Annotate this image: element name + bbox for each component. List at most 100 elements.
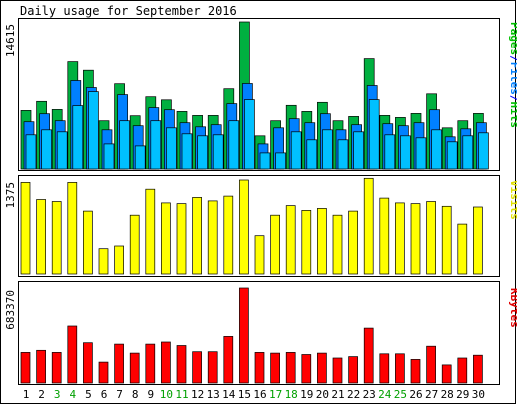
bar-visits-visits-28 [441,205,452,275]
bar-kbytes-kbytes-11 [176,345,187,384]
day-label-28: 28 [441,388,454,401]
bar-hits-pages-20 [322,129,333,170]
bar-kbytes-kbytes-2 [36,349,46,384]
bar-kbytes-kbytes-12 [192,351,202,384]
bar-kbytes-kbytes-23 [363,327,374,384]
bar-kbytes-kbytes-30 [473,354,483,384]
bar-hits-pages-19 [306,139,318,170]
bar-kbytes-kbytes-3 [51,352,62,384]
bar-kbytes-kbytes-21 [332,357,343,384]
bar-visits-visits-1 [20,182,31,275]
day-label-24: 24 [378,388,392,401]
bar-hits-pages-8 [134,145,146,170]
day-label-3: 3 [54,388,61,401]
bar-visits-visits-23 [363,177,374,275]
labels-layer: 14615Pages/Files/Hits1375Visits683370KBy… [4,22,517,401]
day-label-27: 27 [425,388,438,401]
bar-hits-pages-5 [88,91,99,170]
bar-hits-pages-17 [275,152,286,170]
bar-hits-pages-18 [290,131,302,170]
day-label-6: 6 [101,388,108,401]
bar-kbytes-kbytes-17 [270,352,280,384]
day-label-19: 19 [300,388,313,401]
day-label-5: 5 [85,388,92,401]
bar-hits-pages-1 [25,134,37,170]
day-label-7: 7 [116,388,123,401]
bar-visits-visits-27 [426,201,436,275]
panel-hits-frame [18,18,500,171]
legend-part-0: Pages [508,22,517,55]
bar-visits-visits-16 [254,235,265,275]
bar-kbytes-kbytes-7 [114,343,124,384]
bar-kbytes-kbytes-16 [254,352,265,384]
bar-visits-visits-22 [348,210,358,275]
day-label-4: 4 [69,388,76,401]
day-label-17: 17 [269,388,282,401]
day-label-26: 26 [409,388,422,401]
bar-hits-pages-14 [228,120,240,170]
bar-visits-visits-9 [145,188,156,275]
bar-visits-visits-24 [379,197,390,275]
bar-kbytes-kbytes-4 [67,325,78,384]
bar-visits-visits-18 [285,205,296,275]
bar-visits-visits-10 [161,202,171,275]
bar-visits-visits-14 [223,195,234,275]
day-label-12: 12 [191,388,204,401]
day-label-15: 15 [238,388,251,401]
day-label-1: 1 [23,388,30,401]
bar-hits-pages-22 [353,131,364,170]
bar-kbytes-kbytes-29 [457,357,468,384]
bar-hits-pages-11 [181,133,193,170]
bar-hits-pages-28 [446,141,458,170]
bar-visits-visits-29 [457,223,468,275]
bar-kbytes-kbytes-28 [441,364,452,384]
bar-kbytes-kbytes-25 [395,353,405,384]
day-label-13: 13 [207,388,220,401]
bar-kbytes-kbytes-1 [20,352,31,384]
bar-visits-visits-4 [67,182,78,275]
bar-kbytes-kbytes-10 [161,341,171,384]
bar-visits-visits-19 [301,210,312,275]
bar-hits-pages-29 [462,135,474,170]
bar-hits-pages-23 [368,99,380,170]
legend-part-1: / [508,55,517,62]
bar-kbytes-kbytes-19 [301,354,312,384]
day-label-9: 9 [147,388,154,401]
day-label-2: 2 [38,388,45,401]
legend-label-visits: Visits [508,180,517,220]
bar-visits-visits-11 [176,203,187,275]
bar-hits-pages-3 [56,131,68,170]
day-label-21: 21 [331,388,344,401]
bar-visits-visits-3 [51,201,62,275]
legend-label-hits: Pages/Files/Hits [508,22,517,128]
panel-kbytes-frame [18,281,500,385]
bars-layer [20,21,489,384]
bar-visits-visits-20 [317,208,327,275]
day-label-10: 10 [160,388,173,401]
bar-visits-visits-30 [473,206,483,275]
day-label-20: 20 [316,388,329,401]
bar-kbytes-kbytes-20 [317,352,327,384]
bar-visits-visits-21 [332,214,343,275]
bar-kbytes-kbytes-22 [348,356,358,384]
legend-part-3: / [508,95,517,102]
bar-hits-pages-12 [197,135,208,170]
bar-visits-visits-6 [98,248,109,275]
bar-visits-visits-15 [239,179,249,275]
bar-hits-pages-7 [119,120,130,170]
bar-hits-pages-16 [259,152,271,170]
legend-part-4: Hits [508,102,517,129]
bar-kbytes-kbytes-8 [129,352,140,384]
ymax-label-kbytes: 683370 [4,290,17,330]
bar-kbytes-kbytes-13 [207,351,218,384]
bar-hits-pages-24 [384,134,396,170]
bar-visits-visits-26 [410,203,421,275]
bar-visits-visits-7 [114,245,124,275]
bar-hits-pages-9 [150,120,162,170]
bar-kbytes-kbytes-5 [83,342,93,384]
panel-visits-frame [18,175,500,277]
day-label-22: 22 [347,388,360,401]
bar-visits-visits-5 [83,210,93,275]
bar-hits-pages-10 [166,127,177,170]
